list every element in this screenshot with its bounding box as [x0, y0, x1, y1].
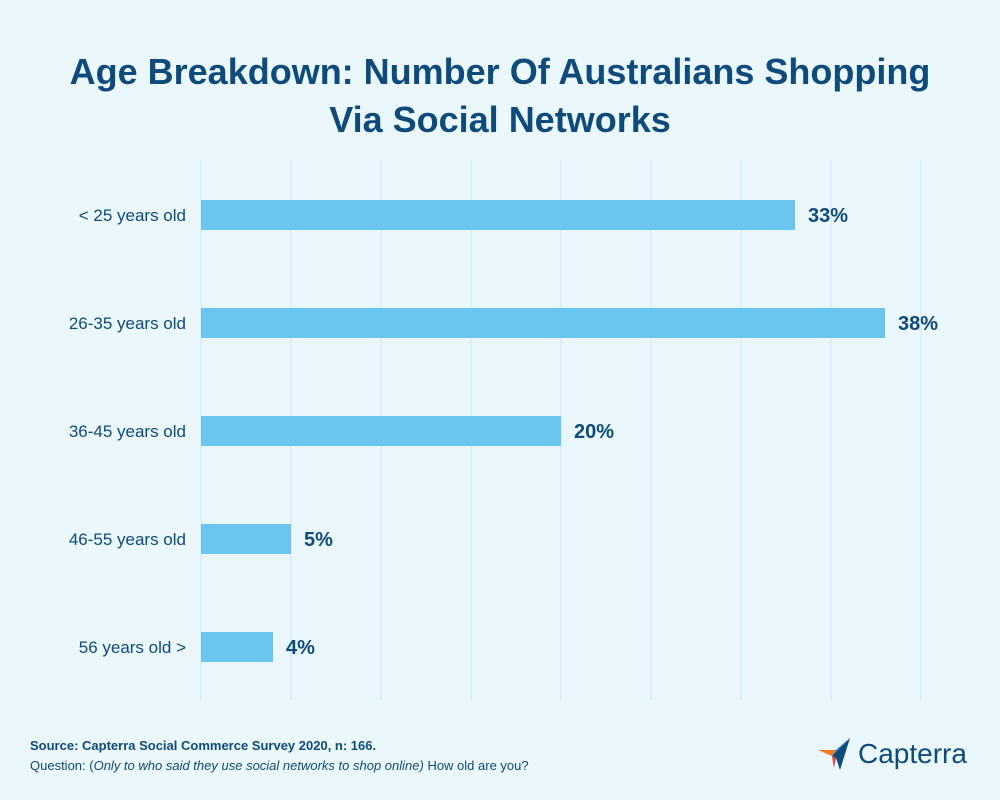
value-label: 33% [808, 205, 848, 227]
value-label: 20% [574, 421, 614, 443]
value-label: 38% [898, 313, 938, 335]
question-suffix: How old are you? [423, 758, 529, 773]
source-note: Source: Capterra Social Commerce Survey … [30, 738, 377, 753]
bar [201, 416, 561, 446]
category-label: < 25 years old [79, 206, 186, 225]
bar [201, 524, 291, 554]
category-label: 36-45 years old [69, 422, 186, 441]
question-note: Question: (Only to who said they use soc… [30, 756, 529, 776]
capterra-logo-text: Capterra [858, 738, 967, 769]
chart-title: Age Breakdown: Number Of Australians Sho… [0, 48, 1000, 144]
bar [201, 200, 795, 230]
capterra-arrow-icon [818, 738, 850, 770]
value-label: 4% [286, 637, 315, 659]
question-prefix: Question: ( [30, 758, 94, 773]
capterra-logo: Capterra [818, 734, 967, 774]
bar-chart: < 25 years old 33% 26-35 years old 38% 36-45… [69, 160, 938, 700]
category-label: 26-35 years old [69, 314, 186, 333]
category-label: 56 years old > [79, 638, 186, 657]
chart-title-line-1: Age Breakdown: Number Of Australians Sho… [69, 51, 931, 92]
value-label: 5% [304, 529, 333, 551]
category-label: 46-55 years old [69, 530, 186, 549]
chart-title-line-2: Via Social Networks [329, 99, 671, 140]
question-italic: Only to who said they use social network… [93, 758, 424, 773]
bar [201, 308, 885, 338]
bar [201, 632, 273, 662]
chart-footer: Source: Capterra Social Commerce Survey … [30, 736, 529, 776]
